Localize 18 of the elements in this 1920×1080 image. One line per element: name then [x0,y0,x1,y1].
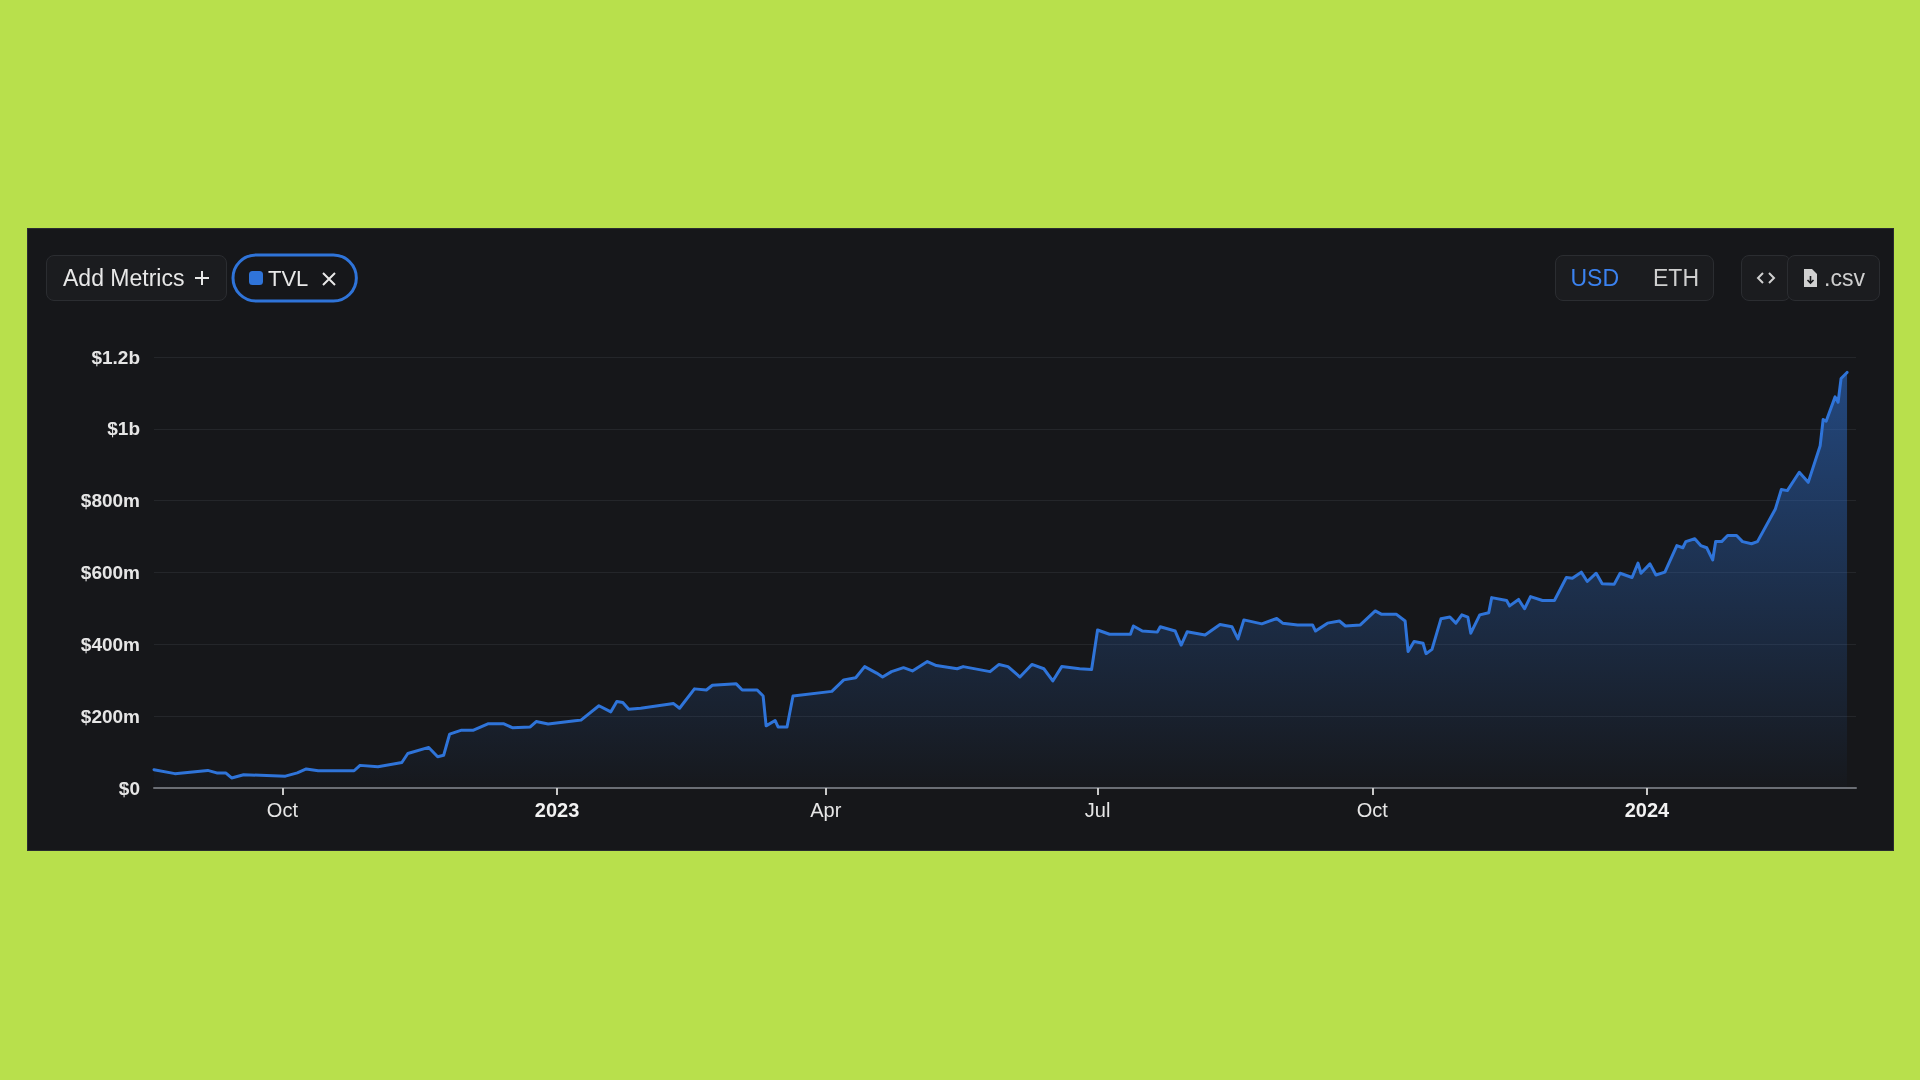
x-tick-label: Oct [1356,799,1389,821]
x-tick-label: Oct [266,799,299,821]
x-tick-label: 2024 [1624,799,1671,821]
y-tick-label: $1b [107,418,140,440]
y-tick-label: $200m [80,705,140,727]
x-tick-label: Jul [1084,799,1111,821]
text: ETH [1652,264,1700,292]
legend-label: TVL [268,265,309,291]
y-tick-label: $800m [80,490,140,512]
y-tick-label: $1.2b [91,346,140,368]
y-tick-label: $0 [118,777,140,799]
x-tick-label: Apr [810,799,842,821]
y-tick-label: $600m [80,562,140,583]
y-tick-label: $400m [80,633,140,655]
text: .csv [1824,264,1865,292]
text: Add Metrics [63,264,185,292]
text: USD [1569,264,1620,292]
x-tick-label: 2023 [534,799,580,821]
